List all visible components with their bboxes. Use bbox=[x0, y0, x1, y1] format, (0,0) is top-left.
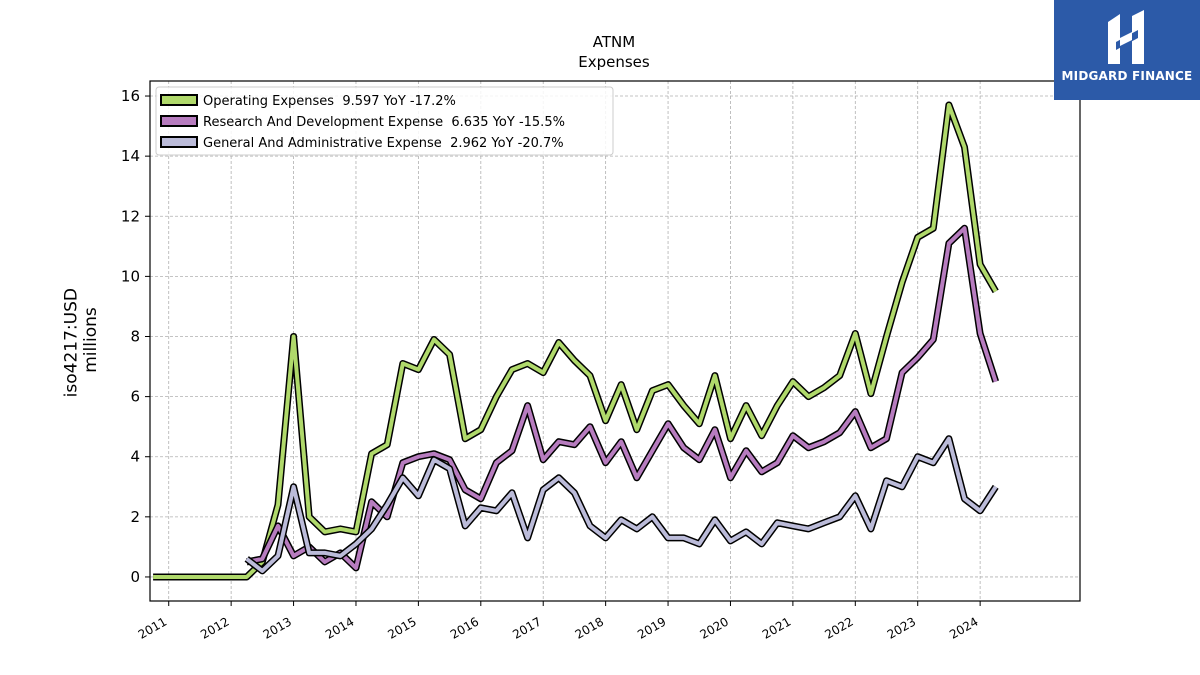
legend-swatch bbox=[160, 94, 198, 106]
legend-box bbox=[155, 86, 614, 156]
y-tick-label: 14 bbox=[121, 147, 140, 165]
y-tick-label: 16 bbox=[121, 87, 140, 105]
series-line bbox=[245, 436, 998, 573]
y-tick-label: 8 bbox=[130, 327, 140, 345]
legend-swatch bbox=[160, 136, 198, 148]
chart-title: ATNM bbox=[593, 33, 635, 51]
legend-label: Research And Development Expense 6.635 Y… bbox=[203, 115, 565, 130]
y-tick-label: 6 bbox=[130, 388, 140, 406]
plot-frame bbox=[149, 80, 1081, 602]
series-2 bbox=[246, 224, 1000, 572]
series-line bbox=[153, 103, 998, 579]
chart-subtitle: Expenses bbox=[578, 53, 650, 71]
legend-swatch bbox=[160, 115, 198, 127]
brand-name: MIDGARD FINANCE bbox=[1061, 69, 1193, 83]
y-tick-label: 10 bbox=[121, 267, 140, 285]
series-1 bbox=[153, 101, 999, 581]
legend-label: Operating Expenses 9.597 YoY -17.2% bbox=[203, 94, 456, 109]
y-axis-label-line-2: millions bbox=[81, 307, 101, 373]
series-line bbox=[246, 226, 998, 570]
y-tick-label: 0 bbox=[130, 568, 140, 586]
y-tick-label: 4 bbox=[130, 448, 140, 466]
y-axis-label-line-1: iso4217:USD bbox=[62, 288, 82, 397]
series-lines bbox=[153, 101, 1000, 581]
legend-label: General And Administrative Expense 2.962… bbox=[203, 136, 564, 151]
brand-mark-icon bbox=[1108, 10, 1144, 64]
y-tick-label: 2 bbox=[130, 508, 140, 526]
series-3 bbox=[244, 435, 999, 575]
brand-logo: MIDGARD FINANCE bbox=[1054, 0, 1200, 100]
legend: Operating Expenses 9.597 YoY -17.2% Resea… bbox=[155, 86, 614, 156]
y-axis-label: iso4217:USD millions bbox=[62, 283, 102, 398]
y-tick-label: 12 bbox=[121, 207, 140, 225]
y-ticks: 0 2 4 6 8 10 12 14 16 bbox=[121, 87, 150, 586]
